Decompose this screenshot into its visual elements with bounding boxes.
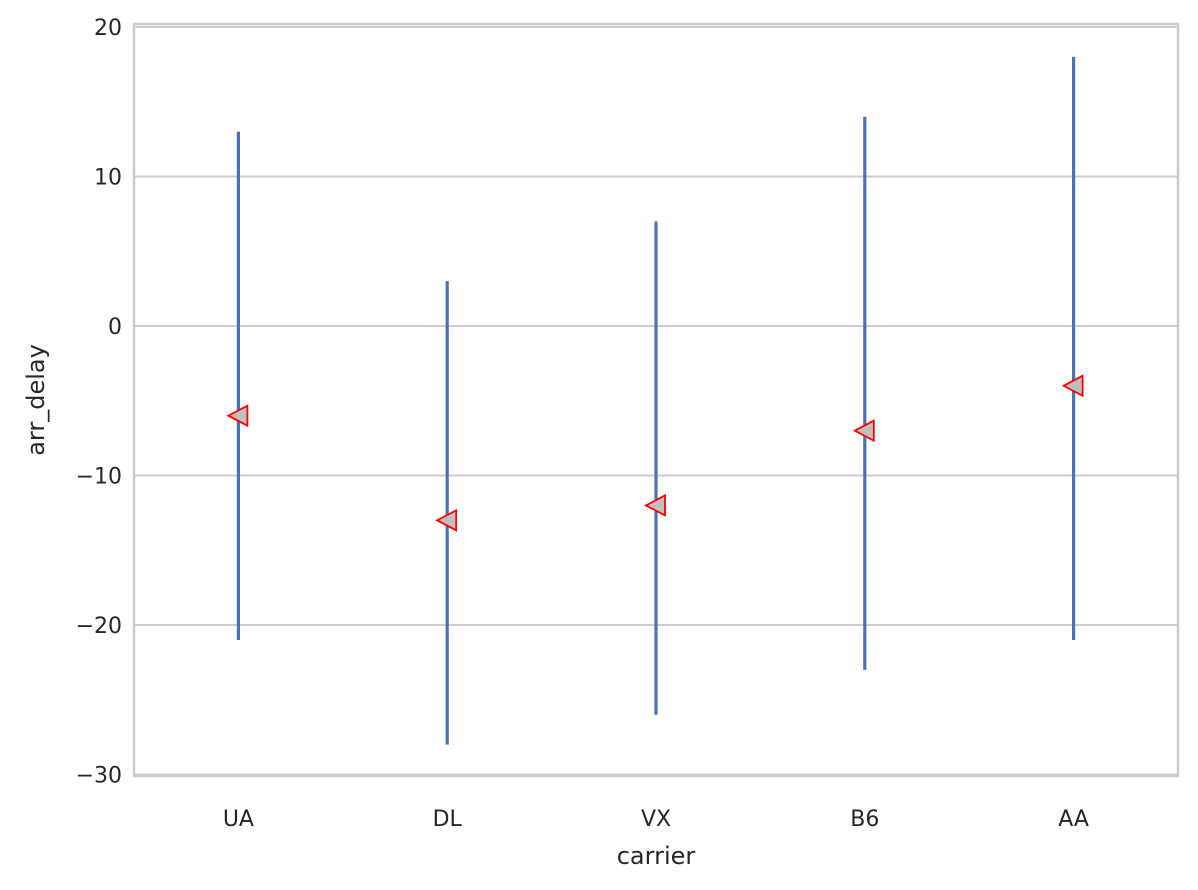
error-bars: [236, 56, 1076, 745]
y-tick-labels: −30 −20 −10 0 10 20: [76, 16, 122, 789]
x-tick-label: VX: [641, 807, 671, 832]
y-tick-label: 20: [94, 16, 122, 41]
x-tick-label: B6: [850, 807, 879, 832]
plot-frame: [132, 22, 1180, 778]
point-marker: [644, 493, 666, 517]
point-marker: [435, 508, 458, 532]
point-marker: [1061, 374, 1084, 398]
y-tick-label: −10: [76, 465, 122, 490]
x-tick-labels: UA DL VX B6 AA: [223, 807, 1089, 832]
x-tick-label: UA: [223, 807, 254, 832]
point-markers: [226, 374, 1084, 532]
point-marker: [226, 404, 249, 428]
x-tick-label: DL: [433, 807, 463, 832]
y-axis-label: arr_delay: [22, 344, 50, 456]
y-tick-label: 0: [108, 315, 122, 340]
y-tick-label: −20: [76, 614, 122, 639]
x-tick-label: AA: [1058, 807, 1089, 832]
point-marker: [852, 419, 875, 443]
y-tick-label: −30: [76, 764, 122, 789]
y-tick-label: 10: [94, 166, 122, 191]
x-axis-label: carrier: [617, 842, 696, 870]
